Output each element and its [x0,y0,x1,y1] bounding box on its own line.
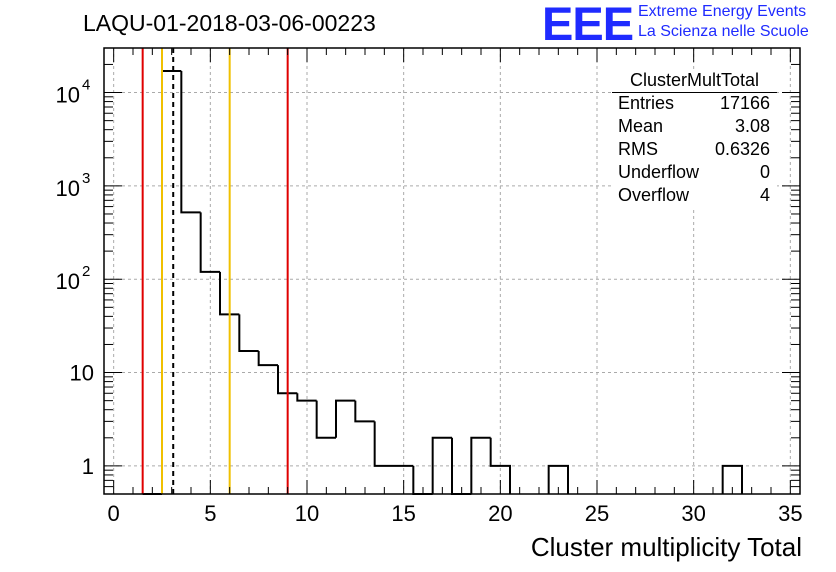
histogram-bin [238,314,259,353]
eee-logo: EEE [542,0,634,50]
stats-row-underflow: Underflow 0 [618,162,770,184]
stats-value: 0.6326 [714,139,770,159]
x-tick-label: 5 [204,501,216,526]
histogram-bin [180,71,201,214]
stats-value: 0 [759,162,770,182]
histogram-bin [296,393,317,402]
histogram-bin [199,212,220,273]
y-tick-exponent: 3 [82,170,90,187]
x-tick-label: 15 [391,501,415,526]
histogram-bin [354,400,375,423]
stats-value: 4 [759,185,770,205]
histogram-bin [431,436,452,494]
histogram-bin [277,365,298,395]
stats-row-mean: Mean 3.08 [618,116,770,138]
plot-frame [103,47,801,495]
y-tick-label: 10 [70,361,94,386]
histogram-bin [257,351,278,367]
logo-tagline-1: Extreme Energy Events [638,3,807,20]
x-tick-label: 0 [108,501,120,526]
histogram-bin [335,399,356,438]
stats-key: Overflow [618,185,690,205]
y-tick-label: 10 [56,176,80,201]
y-tick-exponent: 4 [82,77,90,94]
histogram-bin [219,271,240,316]
histogram-bin [721,464,743,494]
stats-value: 3.08 [734,116,770,136]
y-tick-label: 1 [82,454,94,479]
histogram-bin [315,400,336,439]
x-tick-label: 25 [585,501,609,526]
y-tick-exponent: 2 [82,263,90,280]
axes-frame [103,47,801,495]
logo-tagline-2: La Scienza nelle Scuole [638,23,809,40]
stats-key: Entries [618,93,675,113]
stats-key: Mean [618,116,664,136]
stats-row-entries: Entries 17166 [618,93,770,115]
stats-box-title: ClusterMultTotal [612,70,777,93]
histogram-bin [489,437,511,494]
stats-box: ClusterMultTotal Entries 17166 Mean 3.08… [612,70,777,210]
stats-row-rms: RMS 0.6326 [618,139,770,161]
x-tick-label: 35 [778,501,802,526]
histogram-bin [470,436,491,494]
x-tick-label: 10 [295,501,319,526]
y-tick-label: 10 [56,269,80,294]
histogram-bin [161,70,182,494]
histogram-bin [547,464,569,494]
stats-row-overflow: Overflow 4 [618,185,770,207]
histogram-bin [373,421,394,467]
x-tick-label: 20 [488,501,512,526]
marker-lines-layer [141,48,289,494]
x-tick-label: 30 [681,501,705,526]
plot-title: LAQU-01-2018-03-06-00223 [83,10,376,36]
stats-key: RMS [618,139,658,159]
x-axis-label: Cluster multiplicity Total [530,532,802,562]
stats-key: Underflow [618,162,700,182]
stats-value: 17166 [719,93,770,113]
y-tick-label: 10 [56,83,80,108]
